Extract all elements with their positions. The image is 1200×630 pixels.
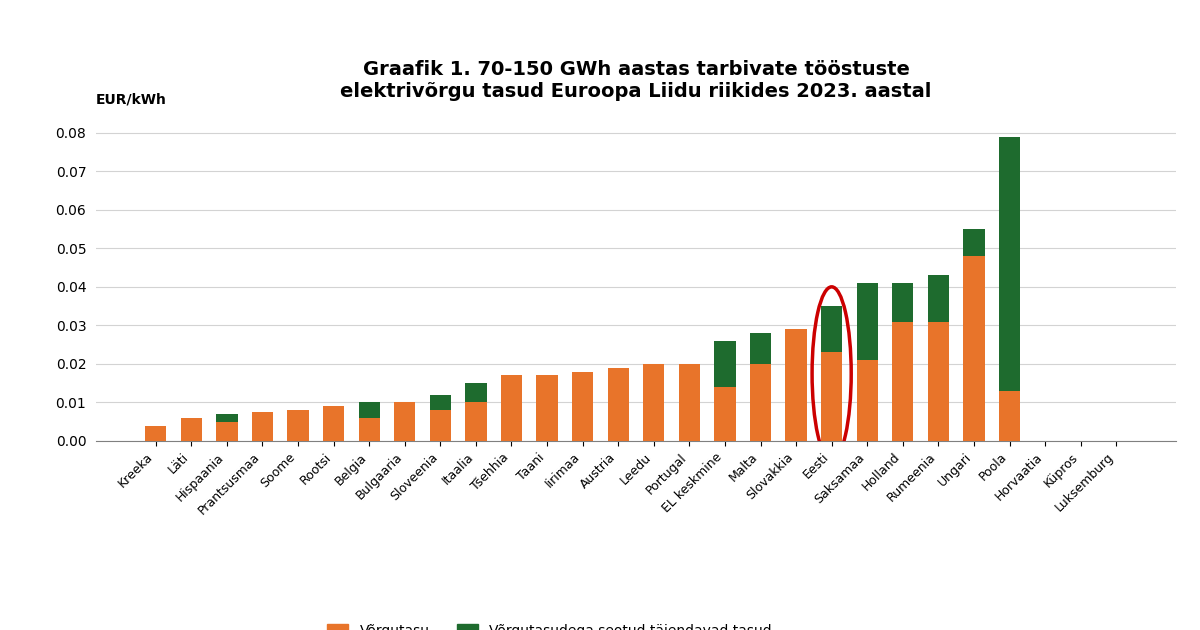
Bar — [964, 256, 985, 441]
Bar — [145, 426, 167, 441]
Bar — [857, 360, 878, 441]
Bar — [679, 364, 700, 441]
Bar — [928, 275, 949, 321]
Bar — [466, 403, 486, 441]
Bar — [536, 375, 558, 441]
Bar — [857, 283, 878, 360]
Bar — [892, 283, 913, 321]
Bar — [181, 418, 202, 441]
Bar — [643, 364, 665, 441]
Bar — [500, 375, 522, 441]
Title: Graafik 1. 70-150 GWh aastas tarbivate tööstuste
elektrivõrgu tasud Euroopa Liid: Graafik 1. 70-150 GWh aastas tarbivate t… — [341, 60, 931, 101]
Bar — [287, 410, 308, 441]
Bar — [394, 403, 415, 441]
Bar — [359, 418, 380, 441]
Bar — [323, 406, 344, 441]
Bar — [607, 368, 629, 441]
Bar — [998, 137, 1020, 391]
Bar — [216, 414, 238, 421]
Text: EUR/kWh: EUR/kWh — [96, 93, 167, 107]
Bar — [821, 306, 842, 352]
Bar — [714, 387, 736, 441]
Bar — [821, 352, 842, 441]
Bar — [252, 412, 274, 441]
Bar — [430, 410, 451, 441]
Bar — [714, 341, 736, 387]
Bar — [928, 321, 949, 441]
Bar — [998, 391, 1020, 441]
Bar — [892, 321, 913, 441]
Bar — [216, 421, 238, 441]
Legend: Võrgutasu, Võrgutasudega seotud täiendavad tasud: Võrgutasu, Võrgutasudega seotud täiendav… — [322, 618, 778, 630]
Bar — [750, 364, 772, 441]
Bar — [430, 395, 451, 410]
Bar — [786, 329, 806, 441]
Bar — [359, 403, 380, 418]
Bar — [572, 372, 593, 441]
Bar — [964, 229, 985, 256]
Bar — [750, 333, 772, 364]
Bar — [466, 383, 486, 403]
